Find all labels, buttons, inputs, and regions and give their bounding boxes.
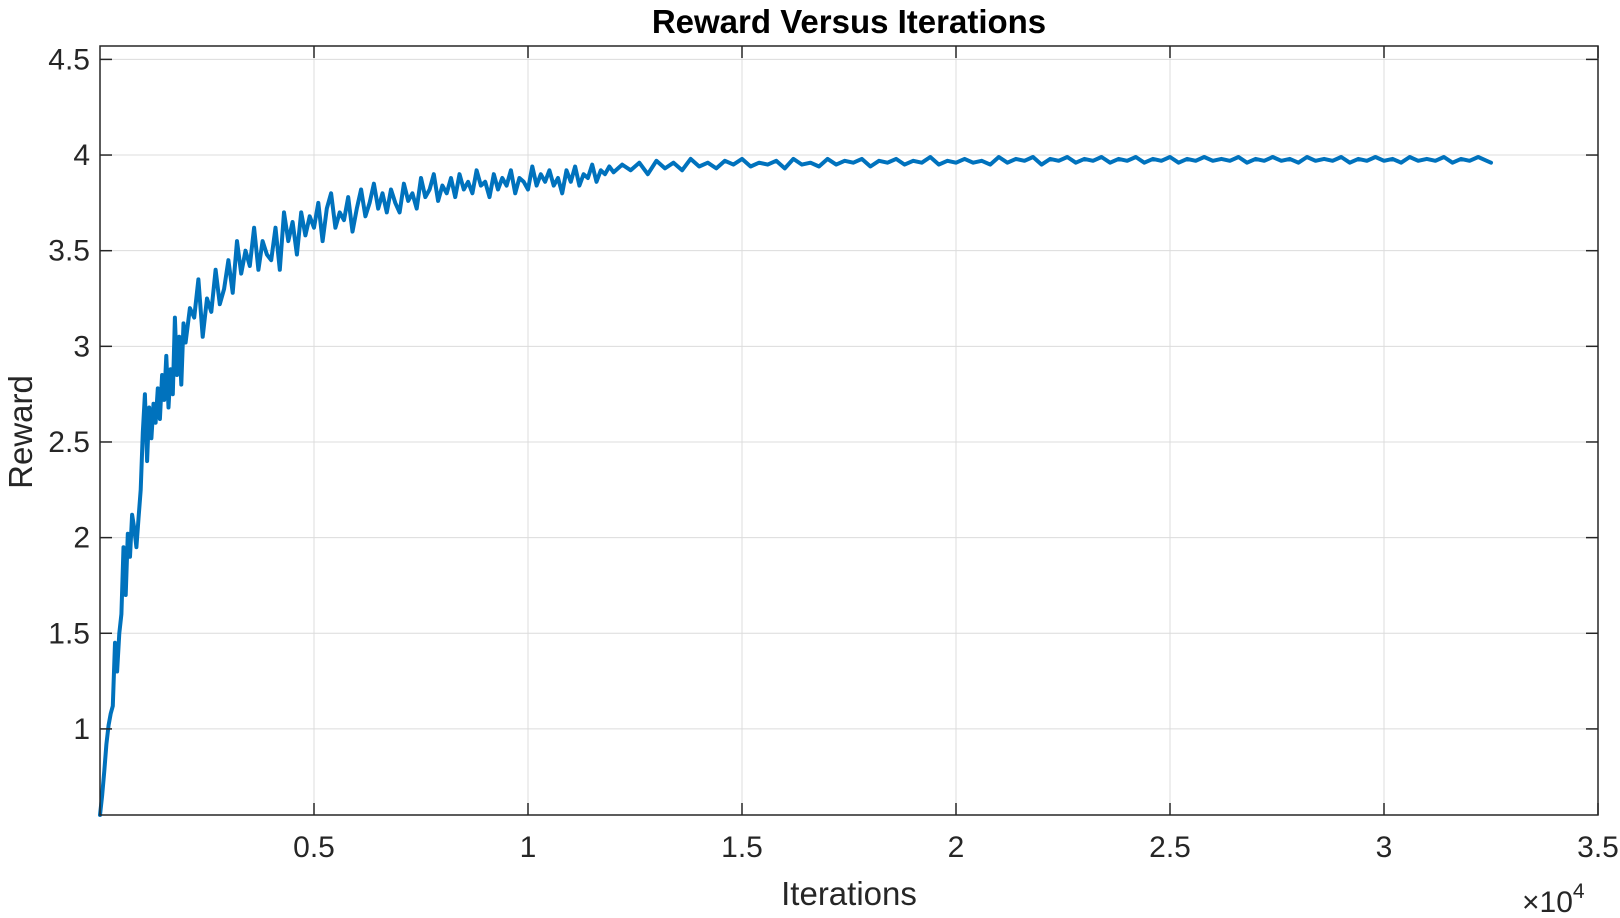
reward-series-line-0 <box>98 155 1493 817</box>
y-ticks: 1 1.5 2 2.5 3 3.5 4 4.5 <box>48 43 1598 746</box>
y-axis-label: Reward <box>2 375 39 489</box>
y-tick-label-2-5: 2.5 <box>48 426 90 459</box>
x-tick-label-1-5: 1.5 <box>721 831 763 864</box>
y-tick-label-2: 2 <box>73 522 90 555</box>
x-axis-exponent: ×104 <box>1522 880 1585 918</box>
y-tick-label-3-5: 3.5 <box>48 235 90 268</box>
x-ticks: 0.5 1 1.5 2 2.5 3 3.5 <box>293 46 1619 864</box>
x-tick-label-2-5: 2.5 <box>1149 831 1191 864</box>
x-tick-label-3: 3 <box>1376 831 1393 864</box>
x-axis-exponent-power: 4 <box>1573 880 1585 903</box>
y-tick-label-1: 1 <box>73 713 90 746</box>
y-tick-label-1-5: 1.5 <box>48 617 90 650</box>
x-tick-label-1: 1 <box>520 831 537 864</box>
y-gridlines <box>100 58 1598 730</box>
chart-title: Reward Versus Iterations <box>652 3 1046 40</box>
x-tick-label-0-5: 0.5 <box>293 831 335 864</box>
y-tick-label-4: 4 <box>73 139 90 172</box>
y-tick-label-3: 3 <box>73 330 90 363</box>
series-layer <box>98 155 1493 817</box>
x-axis-label: Iterations <box>781 875 917 912</box>
plot-area-frame <box>99 45 1599 816</box>
x-axis-exponent-base: ×10 <box>1522 886 1573 918</box>
y-tick-label-4-5: 4.5 <box>48 43 90 76</box>
x-tick-label-2: 2 <box>948 831 965 864</box>
plot-area-background <box>100 46 1598 815</box>
x-tick-label-3-5: 3.5 <box>1577 831 1619 864</box>
